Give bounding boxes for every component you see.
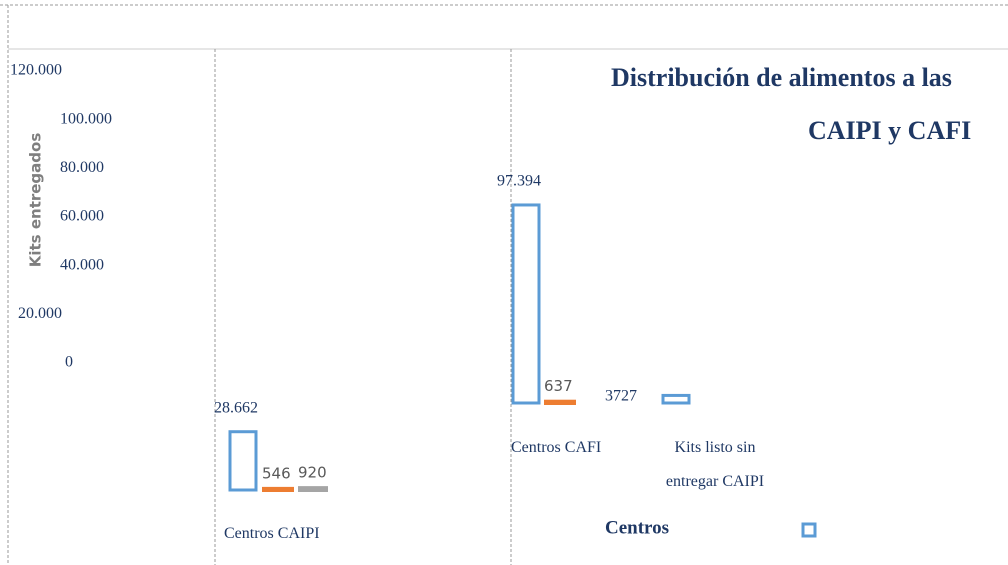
data-label: 637 <box>544 377 573 395</box>
y-tick-label: 60.000 <box>60 208 104 225</box>
legend-swatch <box>801 522 817 538</box>
x-tick-label: Centros CAIPI <box>224 525 320 542</box>
y-tick-label: 20.000 <box>18 305 62 322</box>
data-label: 3727 <box>605 388 637 405</box>
data-label: 28.662 <box>214 399 258 416</box>
chart-title: CAIPI y CAFI <box>808 116 971 145</box>
bar <box>228 430 258 492</box>
x-tick-label: Centros CAFI <box>511 439 602 456</box>
chart-title: Distribución de alimentos a las <box>611 63 952 92</box>
y-tick-label: 0 <box>65 354 73 371</box>
y-tick-label: 100.000 <box>60 110 112 127</box>
legend-label: Centros <box>605 517 669 538</box>
bar <box>298 486 328 492</box>
y-tick-label: 40.000 <box>60 256 104 273</box>
bar <box>544 399 576 405</box>
data-label: 546 <box>262 464 291 482</box>
y-tick-label: 120.000 <box>10 62 62 79</box>
bar <box>511 203 541 405</box>
data-label: 97.394 <box>497 173 541 190</box>
y-tick-label: 80.000 <box>60 159 104 176</box>
data-label: 920 <box>298 464 327 482</box>
bar <box>661 393 691 405</box>
x-tick-label: Kits listo sin entregar CAIPI <box>665 439 765 490</box>
y-axis-label: Kits entregados <box>27 133 45 268</box>
bar <box>262 486 294 492</box>
